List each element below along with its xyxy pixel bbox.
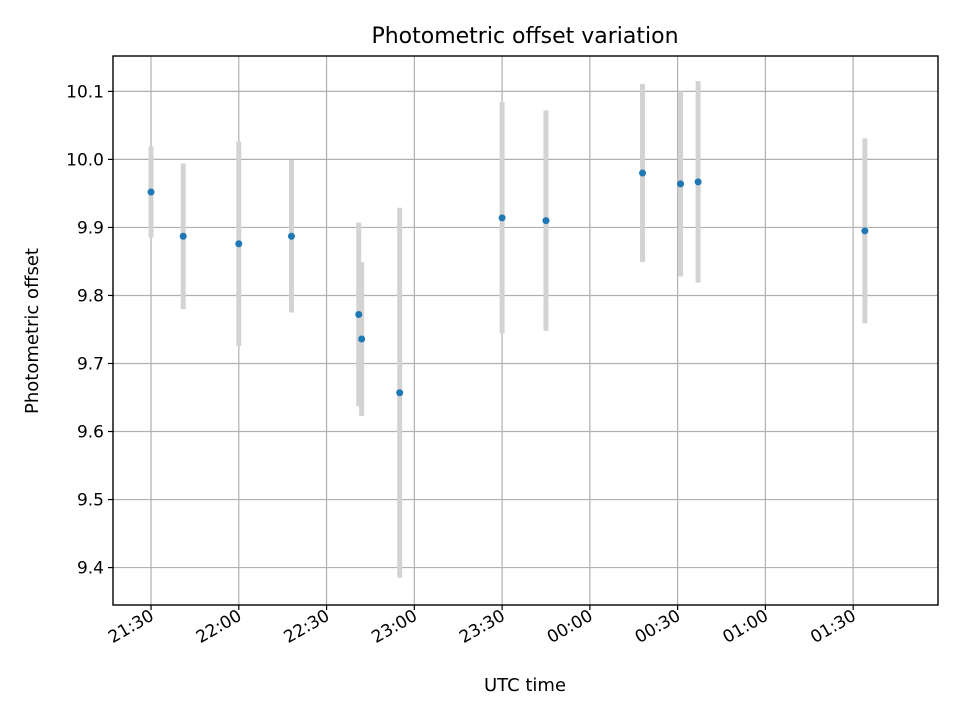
x-tick-label: 01:30 <box>807 606 859 648</box>
y-tick-label: 9.5 <box>77 491 104 511</box>
x-axis-label: UTC time <box>484 675 566 696</box>
y-tick-label: 9.7 <box>77 354 104 374</box>
x-tick-label: 22:00 <box>193 606 245 648</box>
data-point <box>694 178 702 186</box>
data-points <box>147 169 869 397</box>
data-point <box>861 227 869 235</box>
y-axis-label: Photometric offset <box>22 248 43 414</box>
data-point <box>677 180 685 188</box>
data-point <box>147 188 155 196</box>
plot-frame <box>112 55 939 606</box>
data-point <box>396 389 404 397</box>
y-tick-label: 10.0 <box>66 150 104 170</box>
x-tick-label: 22:30 <box>281 606 333 648</box>
y-tick-label: 9.6 <box>77 423 104 443</box>
y-tick-label: 9.8 <box>77 286 104 306</box>
data-point <box>179 232 187 240</box>
x-tick-label: 00:00 <box>544 606 596 648</box>
y-tick-label: 9.4 <box>77 559 104 579</box>
data-point <box>235 240 243 248</box>
chart-title: Photometric offset variation <box>371 24 678 49</box>
data-point <box>287 232 295 240</box>
data-point <box>498 214 506 222</box>
x-tick-label: 00:30 <box>632 606 684 648</box>
y-tick-label: 9.9 <box>77 218 104 238</box>
x-tick-label: 23:30 <box>456 606 508 648</box>
data-point <box>358 335 366 343</box>
data-point <box>355 311 363 319</box>
y-tick-label: 10.1 <box>66 82 104 102</box>
x-tick-label: 01:00 <box>719 606 771 648</box>
data-point <box>542 217 550 225</box>
data-point <box>639 169 647 177</box>
x-tick-label: 21:30 <box>105 606 157 648</box>
error-bars <box>148 81 868 578</box>
x-tick-label: 23:00 <box>368 606 420 648</box>
